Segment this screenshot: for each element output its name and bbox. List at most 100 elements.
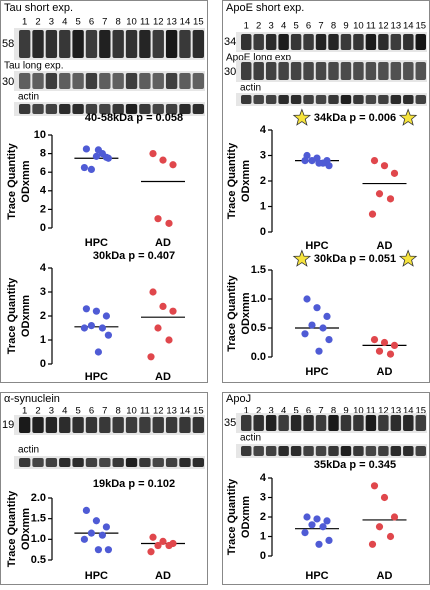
data-point — [92, 152, 100, 160]
mw-marker: 58 — [2, 38, 14, 50]
blot-band — [253, 415, 264, 431]
blot-band — [340, 446, 352, 456]
blot-band — [353, 95, 364, 104]
blot-band — [19, 458, 31, 467]
x-tick-label: HPC — [305, 366, 328, 378]
blot-band — [378, 62, 389, 80]
blot-band — [179, 73, 191, 89]
data-point — [82, 305, 90, 313]
data-point — [165, 336, 173, 344]
blot-band — [415, 34, 426, 50]
blot-title: ApoE long exp — [226, 53, 291, 64]
lane-number: 11 — [140, 17, 150, 28]
data-point — [375, 347, 384, 355]
data-point — [104, 546, 112, 554]
x-tick-label: HPC — [85, 371, 108, 383]
y-axis-label: Trace Quantity — [6, 277, 18, 354]
x-tick-label: HPC — [305, 240, 328, 252]
mw-marker: 30 — [2, 76, 14, 88]
blot-band — [99, 30, 111, 58]
blot-band — [403, 95, 414, 104]
data-point — [325, 336, 333, 344]
lane-number: 10 — [353, 406, 364, 417]
blot-band — [85, 417, 98, 433]
blot-band — [45, 458, 58, 467]
blot-band — [328, 95, 339, 104]
lane-number: 14 — [403, 406, 414, 417]
data-point — [380, 162, 389, 170]
lane-number: 7 — [102, 406, 107, 417]
blot-band — [390, 62, 402, 80]
blot-band — [290, 446, 302, 456]
data-point — [102, 523, 110, 531]
lane-number: 1 — [22, 406, 27, 417]
blot-band — [59, 30, 71, 58]
lane-number: 13 — [166, 17, 177, 28]
blot-band — [253, 62, 264, 80]
blot-band — [353, 415, 364, 431]
star-icon — [398, 249, 418, 267]
lane-number: 3 — [269, 21, 274, 32]
blot-band — [59, 417, 71, 433]
y-tick-label: 0 — [260, 226, 266, 238]
blot-band — [315, 95, 327, 104]
y-axis-label: Trace Quantity — [6, 142, 18, 219]
blot-band — [390, 415, 402, 431]
lane-number: 3 — [49, 406, 54, 417]
blot-band — [45, 30, 58, 58]
data-point — [80, 324, 88, 332]
y-tick-label: 4 — [260, 124, 267, 136]
blot-band — [125, 73, 138, 89]
lane-number: 1 — [244, 406, 249, 417]
data-point — [102, 312, 110, 320]
blot-band — [278, 62, 289, 80]
loading-label: actin — [18, 445, 39, 456]
y-tick-label: 1.0 — [251, 293, 266, 305]
blot-band — [353, 446, 364, 456]
blot-band — [278, 415, 289, 431]
lane-number: 6 — [306, 406, 311, 417]
data-point — [308, 521, 316, 529]
blot-band — [99, 417, 111, 433]
blot-band — [365, 62, 377, 80]
blot-band — [253, 95, 264, 104]
lane-number: 7 — [318, 406, 323, 417]
lane-number: 1 — [22, 17, 27, 28]
blot-band — [241, 446, 252, 456]
chart-title: 30kDa p = 0.051 — [314, 253, 396, 265]
blot-band — [303, 446, 314, 456]
data-point — [315, 347, 323, 355]
y-tick-label: 0.0 — [251, 351, 266, 363]
blot-band — [112, 73, 124, 89]
data-point — [386, 195, 395, 203]
lane-number: 15 — [193, 406, 204, 417]
data-point — [154, 215, 162, 223]
data-point — [149, 533, 157, 541]
blot-band — [19, 73, 31, 89]
blot-band — [165, 458, 178, 467]
blot-band — [303, 415, 314, 431]
lane-number: 12 — [153, 406, 164, 417]
blot-band — [365, 95, 377, 104]
data-point — [303, 295, 311, 303]
lane-number: 4 — [281, 21, 286, 32]
lane-number: 8 — [116, 406, 121, 417]
blot-band — [253, 446, 264, 456]
blot-band — [265, 415, 277, 431]
blot-band — [241, 34, 252, 50]
y-axis-label: Trace Quantity — [226, 274, 238, 351]
y-tick-label: 4 — [260, 472, 267, 484]
data-point — [92, 517, 100, 525]
blot-band — [99, 73, 111, 89]
blot-band — [112, 458, 124, 467]
blot-band — [290, 34, 302, 50]
blot-band — [390, 95, 402, 104]
y-tick-label: 1 — [260, 200, 266, 212]
data-point — [323, 312, 331, 320]
chart-title: 30kDa p = 0.407 — [93, 250, 175, 262]
x-tick-label: HPC — [305, 570, 328, 582]
blot-band — [378, 95, 389, 104]
x-tick-label: HPC — [85, 570, 108, 582]
lane-number: 5 — [75, 406, 80, 417]
star-icon — [292, 108, 312, 126]
